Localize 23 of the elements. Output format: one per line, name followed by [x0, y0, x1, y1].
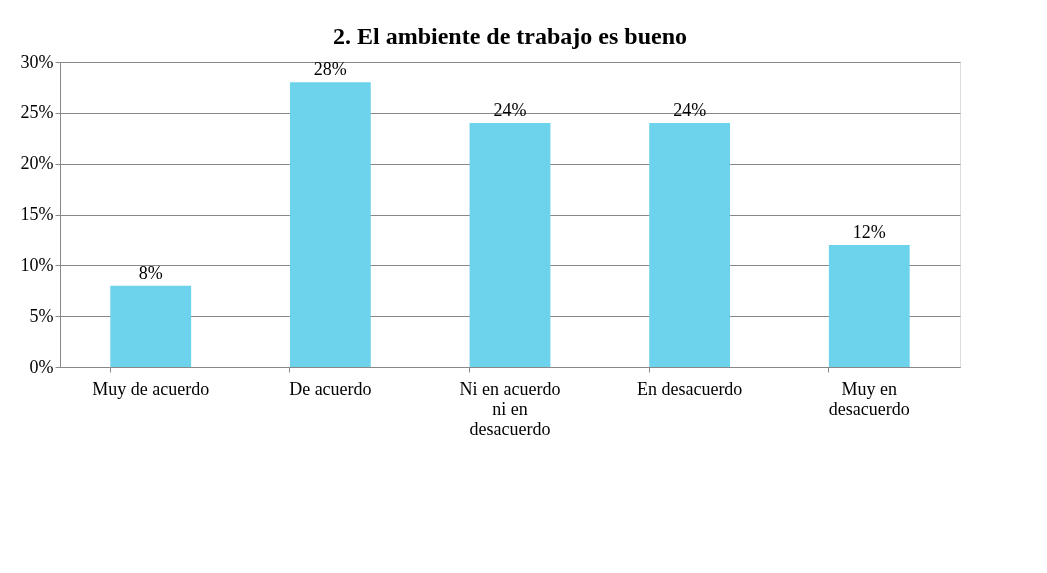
bar — [828, 245, 910, 367]
data-label: 8% — [138, 262, 163, 283]
x-tick-label: Muy de acuerdo — [92, 378, 210, 399]
data-label: 12% — [852, 222, 886, 242]
x-tick-label: Muy en desacuerdo — [828, 378, 910, 419]
y-tick-label: 0% — [29, 356, 54, 377]
data-label: 28% — [313, 59, 347, 80]
y-tick-label: 30% — [20, 51, 54, 72]
chart-title: 2. El ambiente de trabajo es bueno — [333, 23, 687, 49]
bar — [649, 123, 731, 367]
bar — [110, 285, 192, 367]
y-tick-label: 25% — [20, 102, 54, 123]
x-tick-label: De acuerdo — [289, 378, 372, 399]
y-tick-label: 10% — [20, 254, 54, 275]
bar — [469, 123, 551, 367]
y-tick-label: 5% — [29, 305, 54, 326]
y-tick-label: 15% — [20, 204, 54, 224]
y-tick-label: 20% — [20, 153, 54, 174]
bar — [289, 82, 371, 367]
x-tick-label: Ni en acuerdo ni en desacuerdo — [459, 378, 561, 439]
data-label: 24% — [673, 100, 707, 120]
x-tick-label: En desacuerdo — [636, 378, 743, 399]
data-label: 24% — [493, 100, 527, 120]
